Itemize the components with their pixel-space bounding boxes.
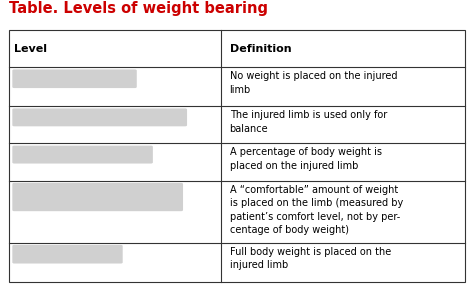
Text: The injured limb is used only for
balance: The injured limb is used only for balanc… — [229, 110, 387, 134]
Text: Level: Level — [14, 44, 47, 54]
Text: Table. Levels of weight bearing: Table. Levels of weight bearing — [9, 1, 267, 17]
Text: A percentage of body weight is
placed on the injured limb: A percentage of body weight is placed on… — [229, 147, 382, 171]
Text: A “comfortable” amount of weight
is placed on the limb (measured by
patient’s co: A “comfortable” amount of weight is plac… — [229, 185, 403, 235]
FancyBboxPatch shape — [12, 146, 153, 164]
Bar — [9, 30, 465, 282]
Text: Definition: Definition — [229, 44, 291, 54]
FancyBboxPatch shape — [12, 70, 137, 88]
FancyBboxPatch shape — [12, 108, 187, 126]
Text: No weight is placed on the injured
limb: No weight is placed on the injured limb — [229, 71, 397, 95]
FancyBboxPatch shape — [12, 245, 123, 264]
Text: Full body weight is placed on the
injured limb: Full body weight is placed on the injure… — [229, 247, 391, 270]
FancyBboxPatch shape — [12, 183, 183, 211]
